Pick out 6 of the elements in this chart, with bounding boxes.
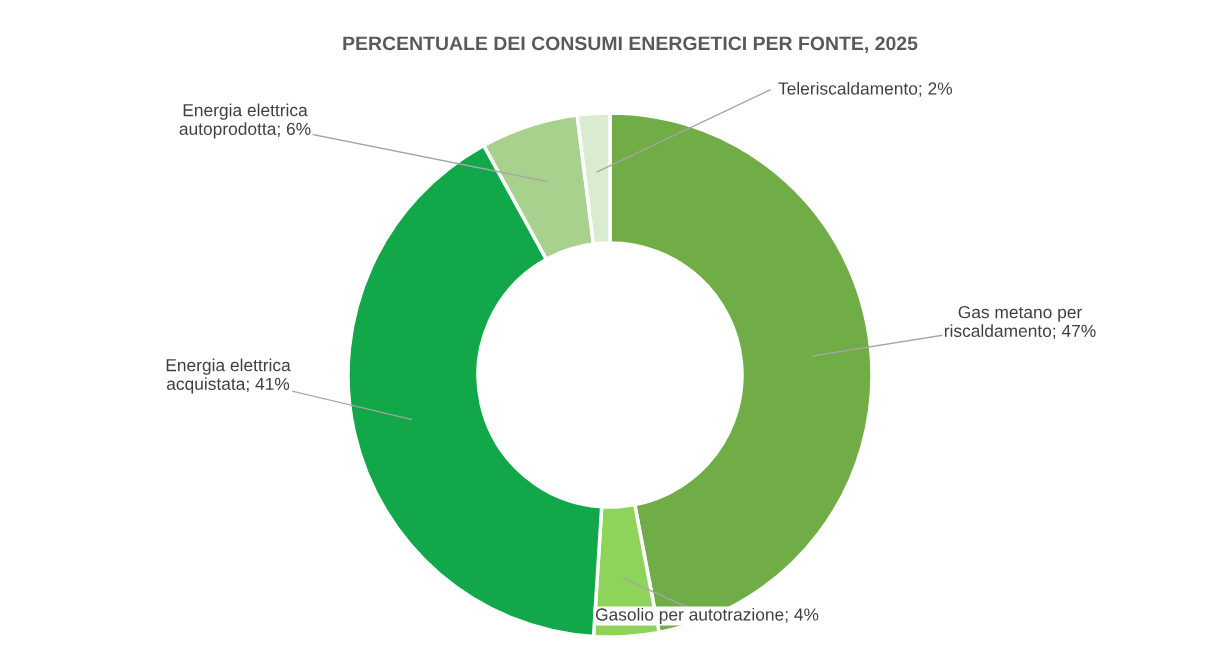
slice-label: Energia elettrica acquistata; 41%	[166, 358, 291, 394]
slice-label: Energia elettrica autoprodotta; 6%	[179, 103, 311, 139]
slice-label: Gasolio per autotrazione; 4%	[595, 607, 819, 625]
slice-label: Gas metano per riscaldamento; 47%	[944, 306, 1096, 340]
slice-label: Teleriscaldamento; 2%	[778, 81, 953, 97]
chart-title: PERCENTUALE DEI CONSUMI ENERGETICI PER FONTE, 2025	[343, 36, 918, 54]
